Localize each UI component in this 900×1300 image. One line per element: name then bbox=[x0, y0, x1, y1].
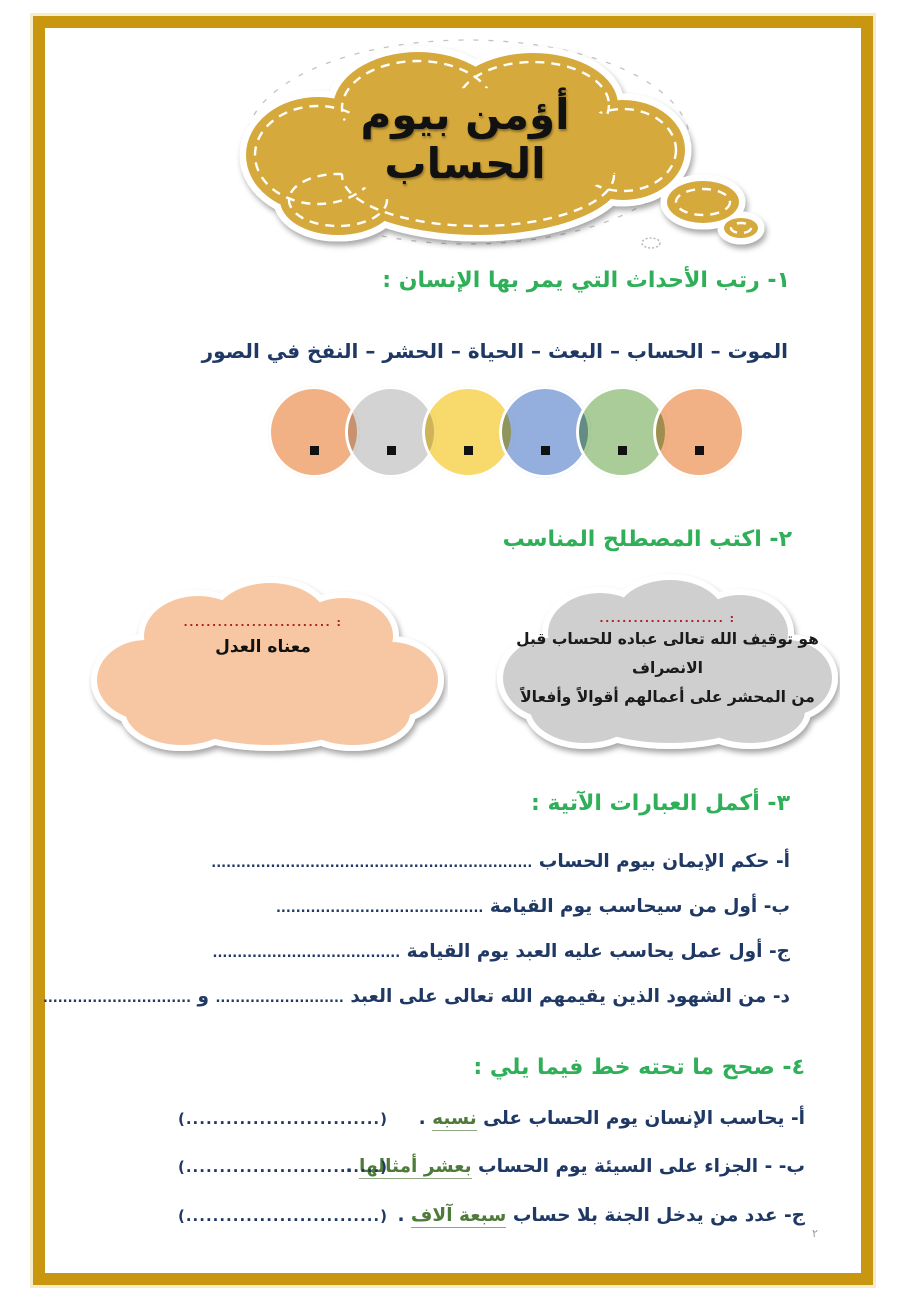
underlined-word: نسبه bbox=[432, 1108, 477, 1131]
item-period: . bbox=[418, 1108, 426, 1129]
item-label: أ- bbox=[790, 1108, 805, 1129]
cloud-fill bbox=[503, 580, 832, 743]
answer-blank-dots: ........................................… bbox=[275, 901, 484, 916]
answer-parentheses: (.............................) bbox=[178, 1207, 388, 1225]
page-border-frame bbox=[33, 16, 873, 1285]
answer-blank-dots: ...................... : bbox=[510, 612, 825, 625]
item-label: أ- bbox=[775, 851, 790, 872]
item-label: ج- bbox=[768, 941, 790, 962]
item-label: ج- bbox=[783, 1205, 805, 1226]
item-text: حكم الإيمان بيوم الحساب bbox=[538, 851, 770, 872]
answer-blank-dots: ...................................... bbox=[212, 946, 401, 961]
item-text: الجزاء على السيئة يوم الحساب bbox=[478, 1156, 759, 1177]
cloud-center-cover bbox=[328, 88, 628, 208]
conjunction-waw: و bbox=[197, 986, 210, 1007]
answer-parentheses: (.............................) bbox=[178, 1110, 388, 1128]
q4-header: ٤- صحح ما تحته خط فيما يلي : bbox=[473, 1055, 805, 1080]
circle-dot bbox=[541, 446, 550, 455]
item-label: ب- - bbox=[764, 1156, 805, 1177]
blank-colon: : bbox=[724, 612, 736, 625]
circle-dot bbox=[695, 446, 704, 455]
title-cloud-shape bbox=[239, 39, 765, 249]
item-period: . bbox=[397, 1205, 405, 1226]
gray-cloud-caption: ...................... : هو توقيف الله ت… bbox=[510, 612, 825, 712]
q1-header: ١- رتب الأحداث التي يمر بها الإنسان : bbox=[382, 268, 790, 293]
item-text: أول عمل يحاسب عليه العبد يوم القيامة bbox=[406, 941, 763, 962]
tiny-scribble bbox=[641, 237, 661, 249]
q2-header: ٢- اكتب المصطلح المناسب bbox=[502, 527, 792, 552]
blank-dots: .......................... bbox=[183, 616, 332, 629]
circle-dot bbox=[310, 446, 319, 455]
definition-line: من المحشر على أعمالهم أقوالاً وأفعالاً bbox=[520, 688, 815, 706]
underlined-word: سبعة آلاف bbox=[410, 1205, 507, 1228]
definition-line: هو توقيف الله تعالى عباده للحساب قبل الا… bbox=[516, 630, 819, 677]
q4-item-b: ب- - الجزاء على السيئة يوم الحساب بعشر أ… bbox=[140, 1156, 805, 1186]
answer-circle-ring bbox=[653, 386, 745, 478]
orange-definition-cloud-shape bbox=[91, 577, 444, 751]
item-text: من الشهود الذين يقيمهم الله تعالى على ال… bbox=[350, 986, 767, 1007]
item-label: د- bbox=[772, 986, 790, 1007]
orange-cloud-caption: .......................... : معناه العدل bbox=[103, 616, 423, 657]
circle-dot bbox=[464, 446, 473, 455]
q3-item-d: د- من الشهود الذين يقيمهم الله تعالى على… bbox=[43, 986, 790, 1007]
q3-item-c: ج- أول عمل يحاسب عليه العبد يوم القيامة … bbox=[213, 941, 791, 962]
item-text: عدد من يدخل الجنة بلا حساب bbox=[512, 1205, 778, 1226]
blank-dots: ...................... bbox=[599, 612, 725, 625]
circle-dot bbox=[618, 446, 627, 455]
q3-item-a: أ- حكم الإيمان بيوم الحساب .............… bbox=[211, 851, 790, 872]
item-text: أول من سيحاسب يوم القيامة bbox=[489, 896, 758, 917]
item-sentence: ج- عدد من يدخل الجنة بلا حساب سبعة آلاف … bbox=[397, 1205, 805, 1228]
circle-dot bbox=[387, 446, 396, 455]
item-text: يحاسب الإنسان يوم الحساب على bbox=[483, 1108, 785, 1129]
answer-blank-dots: .......................... : bbox=[103, 616, 423, 629]
gray-definition-cloud-shape bbox=[497, 574, 838, 749]
q4-item-c: ج- عدد من يدخل الجنة بلا حساب سبعة آلاف … bbox=[140, 1205, 805, 1235]
q3-item-b: ب- أول من سيحاسب يوم القيامة ...........… bbox=[276, 896, 790, 917]
cloud-fill bbox=[97, 583, 438, 745]
answer-blank-dots: ........................................… bbox=[211, 856, 533, 871]
underlined-word: بعشر أمثالها bbox=[359, 1156, 472, 1179]
q3-header: ٣- أكمل العبارات الآتية : bbox=[530, 791, 790, 816]
definition-line: معناه العدل bbox=[215, 637, 311, 657]
item-sentence: ب- - الجزاء على السيئة يوم الحساب بعشر أ… bbox=[345, 1156, 805, 1179]
item-sentence: أ- يحاسب الإنسان يوم الحساب على نسبه . bbox=[418, 1108, 805, 1131]
q1-sequence-words: الموت – الحساب – البعث – الحياة – الحشر … bbox=[201, 339, 788, 363]
item-period: . bbox=[345, 1156, 353, 1177]
blank-colon: : bbox=[331, 616, 343, 629]
answer-blank-dots: .............................. bbox=[42, 991, 192, 1006]
page-number: ٢ bbox=[812, 1227, 818, 1240]
page-title: أؤمن بيوم الحساب bbox=[360, 90, 570, 188]
item-label: ب- bbox=[763, 896, 790, 917]
q4-item-a: أ- يحاسب الإنسان يوم الحساب على نسبه . (… bbox=[140, 1108, 805, 1138]
answer-parentheses: (.............................) bbox=[178, 1158, 388, 1176]
answer-blank-dots: .......................... bbox=[215, 991, 344, 1006]
